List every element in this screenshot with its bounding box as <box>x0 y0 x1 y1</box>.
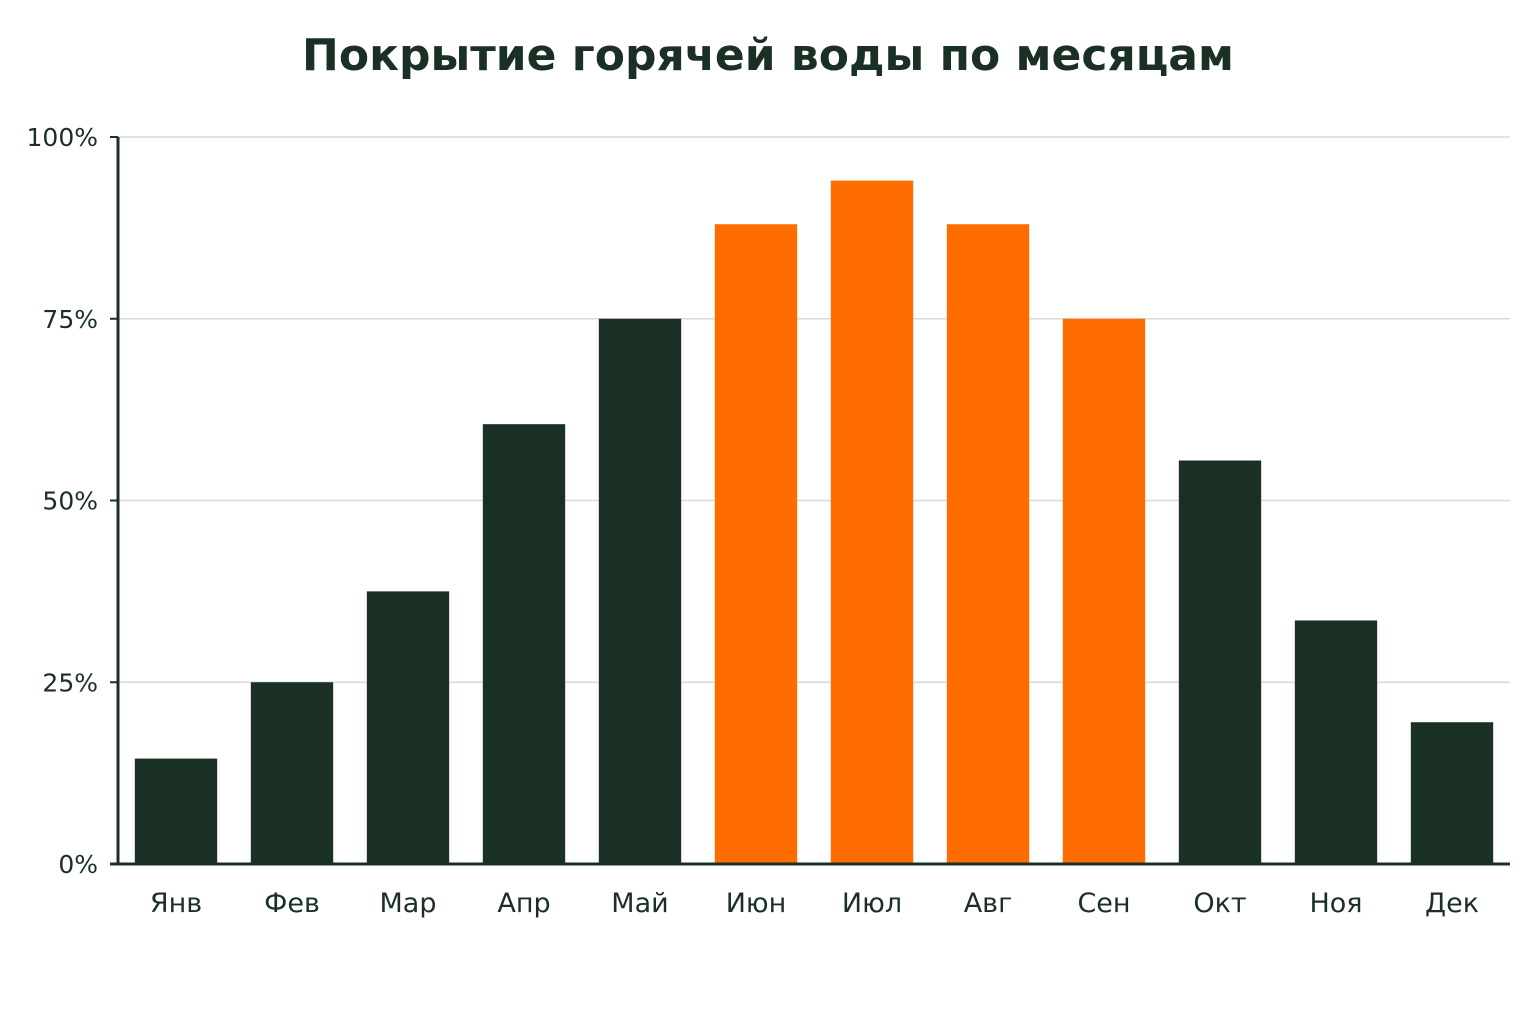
bar-12 <box>1410 722 1494 864</box>
x-tick-label: Апр <box>497 888 550 919</box>
x-tick-label: Сен <box>1077 888 1130 919</box>
x-tick-label: Дек <box>1425 888 1479 919</box>
bar-4 <box>482 424 566 864</box>
bar-5 <box>598 318 682 864</box>
bars <box>134 180 1494 865</box>
bar-11 <box>1294 620 1378 864</box>
chart-title: Покрытие горячей воды по месяцам <box>302 30 1234 81</box>
x-tick-label: Ноя <box>1309 888 1362 919</box>
bar-10 <box>1178 460 1262 864</box>
bar-8 <box>946 224 1030 865</box>
axes <box>110 136 1510 866</box>
bar-3 <box>366 591 450 864</box>
y-tick-labels: 0% 25% 50% 75% 100% <box>27 123 98 879</box>
x-tick-label: Фев <box>264 888 320 919</box>
x-tick-label: Окт <box>1193 888 1246 919</box>
bar-2 <box>250 682 334 864</box>
y-tick-label: 0% <box>58 850 98 879</box>
bar-9 <box>1062 318 1146 864</box>
bar-7 <box>830 180 914 864</box>
bar-6 <box>714 224 798 865</box>
x-tick-label: Мар <box>380 888 437 919</box>
x-tick-label: Июн <box>726 888 787 919</box>
x-tick-label: Май <box>611 888 668 919</box>
x-tick-label: Янв <box>150 888 202 919</box>
y-tick-label: 75% <box>42 305 98 334</box>
x-tick-label: Июл <box>842 888 902 919</box>
bar-1 <box>134 758 218 864</box>
y-tick-label: 100% <box>27 123 98 152</box>
y-tick-label: 50% <box>42 487 98 516</box>
x-tick-label: Авг <box>964 888 1013 919</box>
grid-lines <box>118 136 1510 683</box>
x-tick-labels: Янв Фев Мар Апр Май Июн Июл Авг Сен Окт Ноя Дек <box>150 888 1479 919</box>
y-tick-label: 25% <box>42 668 98 697</box>
